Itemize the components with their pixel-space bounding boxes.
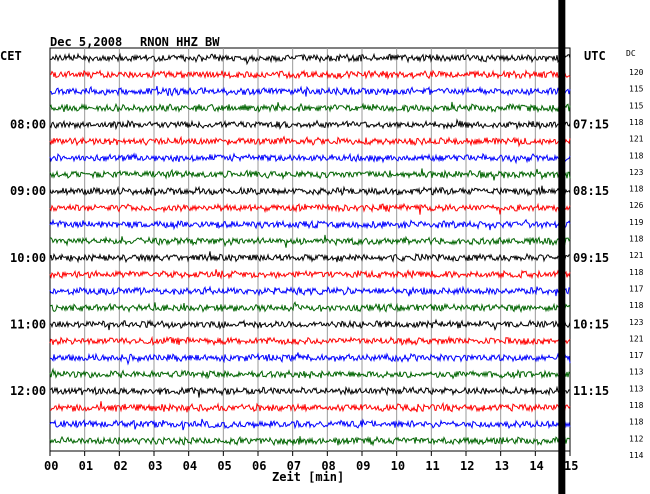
- dc-value: 113: [629, 368, 644, 377]
- dc-value: 114: [629, 451, 644, 460]
- trace-line: [50, 385, 571, 398]
- x-tick-label: 09: [356, 459, 370, 473]
- current-time-marker: [558, 0, 566, 494]
- traces: [49, 52, 571, 447]
- dc-value: 118: [629, 118, 644, 127]
- dc-value: 126: [629, 201, 644, 210]
- x-tick-label: 06: [252, 459, 266, 473]
- dc-value: 113: [629, 384, 644, 393]
- trace-line: [49, 202, 571, 215]
- cet-label: CET: [0, 49, 22, 63]
- dc-value: 117: [629, 351, 644, 360]
- trace-line: [49, 185, 571, 197]
- utc-label: UTC: [584, 49, 606, 63]
- trace-line: [49, 301, 571, 314]
- trace-line: [49, 218, 571, 231]
- x-tick-label: 11: [425, 459, 439, 473]
- dc-value: 120: [629, 68, 644, 77]
- trace-line: [49, 335, 571, 347]
- trace-line: [49, 135, 571, 148]
- dc-value: 115: [629, 85, 644, 94]
- trace-line: [49, 168, 571, 181]
- x-axis-label: Zeit [min]: [272, 470, 344, 484]
- x-tick-label: 15: [564, 459, 578, 473]
- x-tick-label: 01: [79, 459, 93, 473]
- x-tick-label: 03: [148, 459, 162, 473]
- trace-line: [49, 251, 571, 264]
- cet-time-label: 12:00: [10, 384, 46, 398]
- marker-bar: [558, 0, 566, 494]
- cet-time-label: 10:00: [10, 251, 46, 265]
- trace-line: [50, 85, 571, 97]
- trace-line: [49, 318, 571, 332]
- x-tick-label: 12: [460, 459, 474, 473]
- trace-line: [49, 52, 571, 66]
- trace-line: [49, 285, 571, 297]
- x-tick-label: 10: [391, 459, 405, 473]
- trace-line: [49, 352, 571, 366]
- dc-value: 118: [629, 235, 644, 244]
- trace-line: [49, 101, 571, 114]
- trace-line: [49, 435, 571, 447]
- trace-line: [49, 401, 571, 413]
- trace-line: [50, 69, 571, 80]
- cet-time-label: 09:00: [10, 184, 46, 198]
- x-tick-label: 07: [287, 459, 301, 473]
- dc-value: 121: [629, 251, 644, 260]
- dynamic-labels: 00 01 02 03 04 05 06 07 08 09 10 11 12 13 14 15 120 115 11…: [10, 68, 644, 473]
- trace-line: [49, 152, 571, 165]
- trace-line: [49, 367, 571, 380]
- dc-value: 118: [629, 268, 644, 277]
- dc-value: 117: [629, 284, 644, 293]
- station-label: RNON HHZ BW: [140, 35, 220, 49]
- utc-time-label: 10:15: [573, 317, 609, 331]
- utc-time-label: 11:15: [573, 384, 609, 398]
- trace-line: [49, 118, 571, 131]
- dc-value: 118: [629, 185, 644, 194]
- x-tick-label: 13: [495, 459, 509, 473]
- dc-value: 119: [629, 218, 644, 227]
- labels: Dec 5,2008 RNON HHZ BW CET UTC DC Zeit […: [0, 35, 636, 484]
- grid: [49, 47, 571, 456]
- x-tick-label: 04: [183, 459, 197, 473]
- dc-value: 121: [629, 334, 644, 343]
- utc-time-label: 09:15: [573, 251, 609, 265]
- dc-value: 123: [629, 318, 644, 327]
- dc-value: 118: [629, 418, 644, 427]
- plot-frame: [49, 47, 571, 452]
- dc-value: 118: [629, 301, 644, 310]
- dc-value: 118: [629, 151, 644, 160]
- dc-value: 123: [629, 168, 644, 177]
- cet-time-label: 08:00: [10, 118, 46, 132]
- utc-time-label: 08:15: [573, 184, 609, 198]
- utc-time-label: 07:15: [573, 118, 609, 132]
- trace-line: [49, 269, 571, 280]
- x-tick-label: 08: [321, 459, 335, 473]
- trace-line: [49, 418, 571, 431]
- dc-value: 115: [629, 101, 644, 110]
- x-tick-label: 05: [217, 459, 231, 473]
- x-tick-label: 00: [44, 459, 58, 473]
- dc-value: 112: [629, 434, 644, 443]
- dc-value: 121: [629, 135, 644, 144]
- cet-time-label: 11:00: [10, 317, 46, 331]
- dc-value: 118: [629, 401, 644, 410]
- x-tick-label: 02: [113, 459, 127, 473]
- trace-line: [49, 234, 571, 248]
- dc-label: DC: [626, 49, 636, 58]
- x-tick-label: 14: [529, 459, 543, 473]
- date-label: Dec 5,2008: [50, 35, 122, 49]
